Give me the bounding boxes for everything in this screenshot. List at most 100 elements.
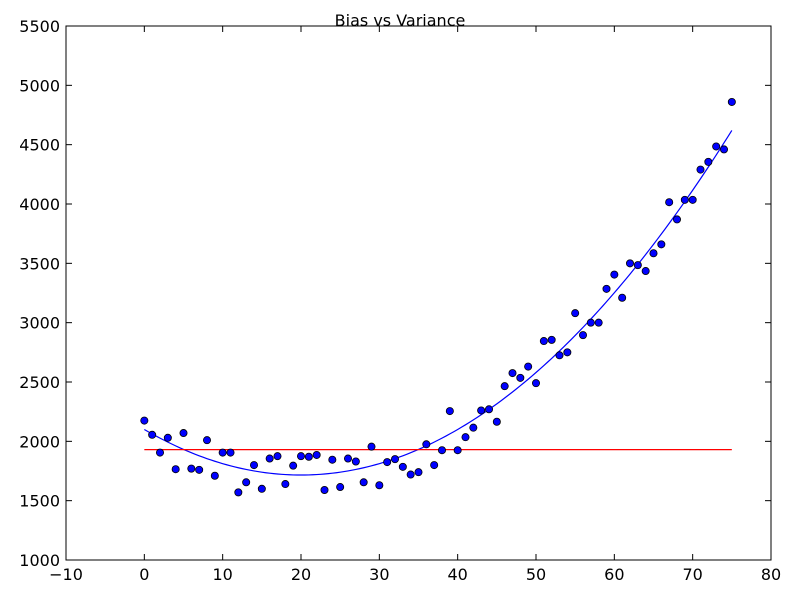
y-tick-label: 1500: [19, 492, 60, 511]
data-point: [296, 452, 305, 461]
data-point: [304, 452, 313, 461]
y-tick-label: 5500: [19, 17, 60, 36]
data-point: [500, 382, 509, 391]
data-point: [657, 240, 666, 249]
data-point: [422, 440, 431, 449]
data-point: [453, 446, 462, 455]
data-point: [187, 464, 196, 473]
data-point: [375, 481, 384, 490]
data-point: [430, 461, 439, 470]
plot-frame: [65, 25, 772, 561]
data-point: [579, 331, 588, 340]
data-point: [586, 318, 595, 327]
x-tick-label: 20: [291, 565, 311, 584]
data-point: [516, 373, 525, 382]
data-point: [696, 165, 705, 174]
data-point: [312, 450, 321, 459]
y-tick-label: 1000: [19, 551, 60, 570]
data-point: [437, 446, 446, 455]
data-point: [508, 369, 517, 378]
x-tick-label: 40: [447, 565, 467, 584]
chart-title: Bias vs Variance: [335, 11, 466, 30]
data-point: [602, 284, 611, 293]
y-tick-label: 2500: [19, 373, 60, 392]
data-point: [555, 351, 564, 360]
data-point: [155, 448, 164, 457]
x-tick-label: 70: [682, 565, 702, 584]
y-tick-label: 3500: [19, 254, 60, 273]
data-point: [273, 452, 282, 461]
data-point: [226, 448, 235, 457]
x-tick-label: 10: [212, 565, 232, 584]
x-tick-label: 0: [139, 565, 149, 584]
data-point: [398, 462, 407, 471]
data-point: [673, 215, 682, 224]
data-point: [469, 423, 478, 432]
data-point: [359, 478, 368, 487]
data-point: [649, 249, 658, 258]
data-point: [712, 142, 721, 151]
data-point: [524, 362, 533, 371]
data-point: [641, 267, 650, 276]
data-point: [336, 483, 345, 492]
data-point: [665, 198, 674, 207]
data-point: [171, 465, 180, 474]
data-point: [461, 433, 470, 442]
y-tick-label: 2000: [19, 432, 60, 451]
data-point: [547, 335, 556, 344]
data-point: [328, 455, 337, 464]
data-point: [594, 318, 603, 327]
data-point: [257, 484, 266, 493]
data-point: [281, 480, 290, 489]
data-point: [242, 478, 251, 487]
x-tick-label: −10: [49, 565, 83, 584]
data-point: [351, 457, 360, 466]
data-point: [571, 309, 580, 318]
data-point: [367, 442, 376, 451]
data-point: [445, 407, 454, 416]
data-point: [234, 488, 243, 497]
data-point: [202, 436, 211, 445]
data-point: [626, 259, 635, 268]
x-tick-label: 50: [526, 565, 546, 584]
data-point: [477, 406, 486, 415]
data-point: [484, 405, 493, 414]
data-point: [563, 348, 572, 357]
data-point: [343, 454, 352, 463]
y-tick-label: 4000: [19, 195, 60, 214]
data-point: [383, 458, 392, 467]
x-tick-label: 80: [761, 565, 781, 584]
data-point: [633, 261, 642, 270]
data-point: [289, 461, 298, 470]
data-point: [414, 468, 423, 477]
data-point: [539, 337, 548, 346]
y-tick-label: 5000: [19, 76, 60, 95]
data-point: [140, 416, 149, 425]
data-point: [532, 379, 541, 388]
data-point: [320, 485, 329, 494]
y-tick-label: 3000: [19, 314, 60, 333]
data-point: [704, 157, 713, 166]
data-point: [195, 465, 204, 474]
data-point: [618, 293, 627, 302]
data-point: [720, 145, 729, 154]
y-tick-label: 4500: [19, 136, 60, 155]
fit-curve-line: [144, 130, 733, 476]
data-point: [179, 429, 188, 438]
data-point: [210, 471, 219, 480]
data-point: [492, 417, 501, 426]
data-point: [265, 454, 274, 463]
x-tick-label: 60: [604, 565, 624, 584]
data-point: [249, 461, 258, 470]
data-point: [163, 433, 172, 442]
data-point: [218, 448, 227, 457]
data-point: [148, 430, 157, 439]
data-point: [727, 97, 736, 106]
data-point: [688, 195, 697, 204]
data-point: [406, 470, 415, 479]
data-point: [610, 270, 619, 279]
data-point: [680, 195, 689, 204]
data-point: [390, 455, 399, 464]
